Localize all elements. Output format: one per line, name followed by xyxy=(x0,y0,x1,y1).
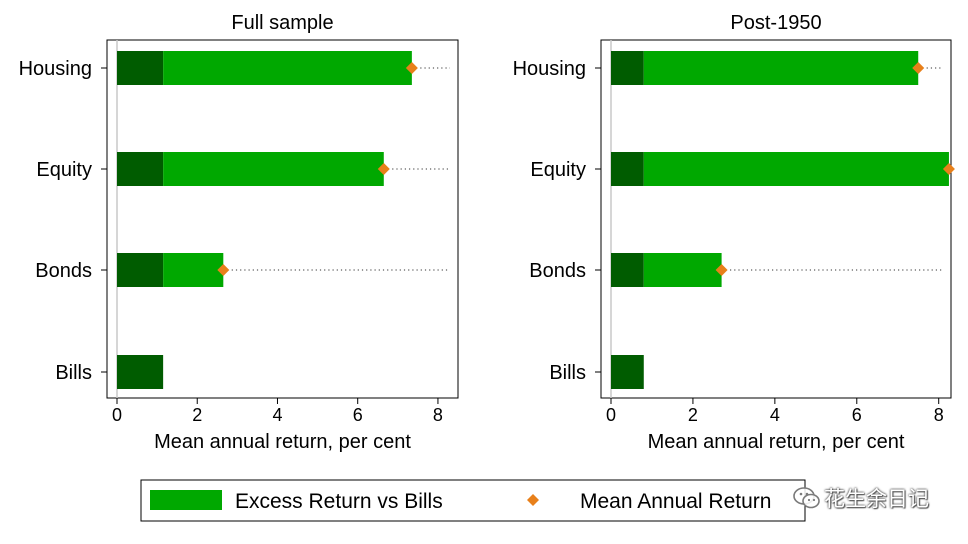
legend-label-mean-annual-return: Mean Annual Return xyxy=(580,490,771,513)
x-tick-label-2: 2 xyxy=(688,405,698,425)
plot-frame xyxy=(600,39,952,399)
plot-frame xyxy=(106,39,459,399)
y-tick-label-bills: Bills xyxy=(549,362,586,384)
marker-equity xyxy=(942,163,955,175)
bar-equity-bills-base xyxy=(611,152,644,186)
marker-bonds xyxy=(217,264,230,276)
bar-equity-excess-return-vs-bills xyxy=(643,152,949,186)
legend-frame xyxy=(140,479,806,522)
bar-bonds-excess-return-vs-bills xyxy=(163,253,224,287)
bar-equity-excess-return-vs-bills xyxy=(163,152,384,186)
y-tick-label-bonds: Bonds xyxy=(529,260,586,282)
y-tick-label-housing: Housing xyxy=(19,58,92,80)
x-tick-label-0: 0 xyxy=(606,405,616,425)
x-axis-label: Mean annual return, per cent xyxy=(648,431,905,453)
bar-bills-bills-base xyxy=(611,355,644,389)
y-tick-label-housing: Housing xyxy=(513,58,586,80)
x-tick-label-6: 6 xyxy=(852,405,862,425)
x-tick-label-4: 4 xyxy=(770,405,780,425)
legend-swatch-excess-return xyxy=(150,490,222,510)
bar-housing-excess-return-vs-bills xyxy=(163,51,412,85)
x-tick-label-4: 4 xyxy=(272,405,282,425)
y-tick-label-bonds: Bonds xyxy=(35,260,92,282)
bar-bonds-excess-return-vs-bills xyxy=(643,253,722,287)
marker-equity xyxy=(377,163,390,175)
y-tick-label-equity: Equity xyxy=(530,159,586,181)
legend-label-excess-return: Excess Return vs Bills xyxy=(235,490,443,513)
y-tick-label-bills: Bills xyxy=(55,362,92,384)
bar-bonds-bills-base xyxy=(117,253,164,287)
watermark: 花生余日记 xyxy=(792,482,942,512)
legend: Excess Return vs Bills Mean Annual Retur… xyxy=(140,479,806,522)
x-axis-label: Mean annual return, per cent xyxy=(154,431,411,453)
panel-post-1950: Post-1950 Housing Equity Bonds Bills 0 2 4 6 8 Mea… xyxy=(513,12,955,453)
bar-equity-bills-base xyxy=(117,152,164,186)
bar-bills-bills-base xyxy=(117,355,164,389)
bar-housing-bills-base xyxy=(117,51,164,85)
x-tick-label-2: 2 xyxy=(192,405,202,425)
panel-full-sample: Full sample Housing Equity Bonds Bills 0 2 4 6 8 M… xyxy=(19,12,459,453)
x-tick-label-0: 0 xyxy=(112,405,122,425)
bar-housing-bills-base xyxy=(611,51,644,85)
chart-title: Post-1950 xyxy=(730,12,821,34)
x-tick-label-8: 8 xyxy=(934,405,944,425)
legend-marker-mean-annual-return xyxy=(527,494,539,506)
bar-housing-excess-return-vs-bills xyxy=(643,51,919,85)
marker-housing xyxy=(912,62,925,74)
x-tick-label-6: 6 xyxy=(353,405,363,425)
x-tick-label-8: 8 xyxy=(433,405,443,425)
y-tick-label-equity: Equity xyxy=(36,159,92,181)
marker-housing xyxy=(405,62,418,74)
wechat-icon xyxy=(793,487,820,509)
marker-bonds xyxy=(715,264,728,276)
chart-title: Full sample xyxy=(231,12,333,34)
watermark-text: 花生余日记 xyxy=(824,487,929,511)
bar-bonds-bills-base xyxy=(611,253,644,287)
